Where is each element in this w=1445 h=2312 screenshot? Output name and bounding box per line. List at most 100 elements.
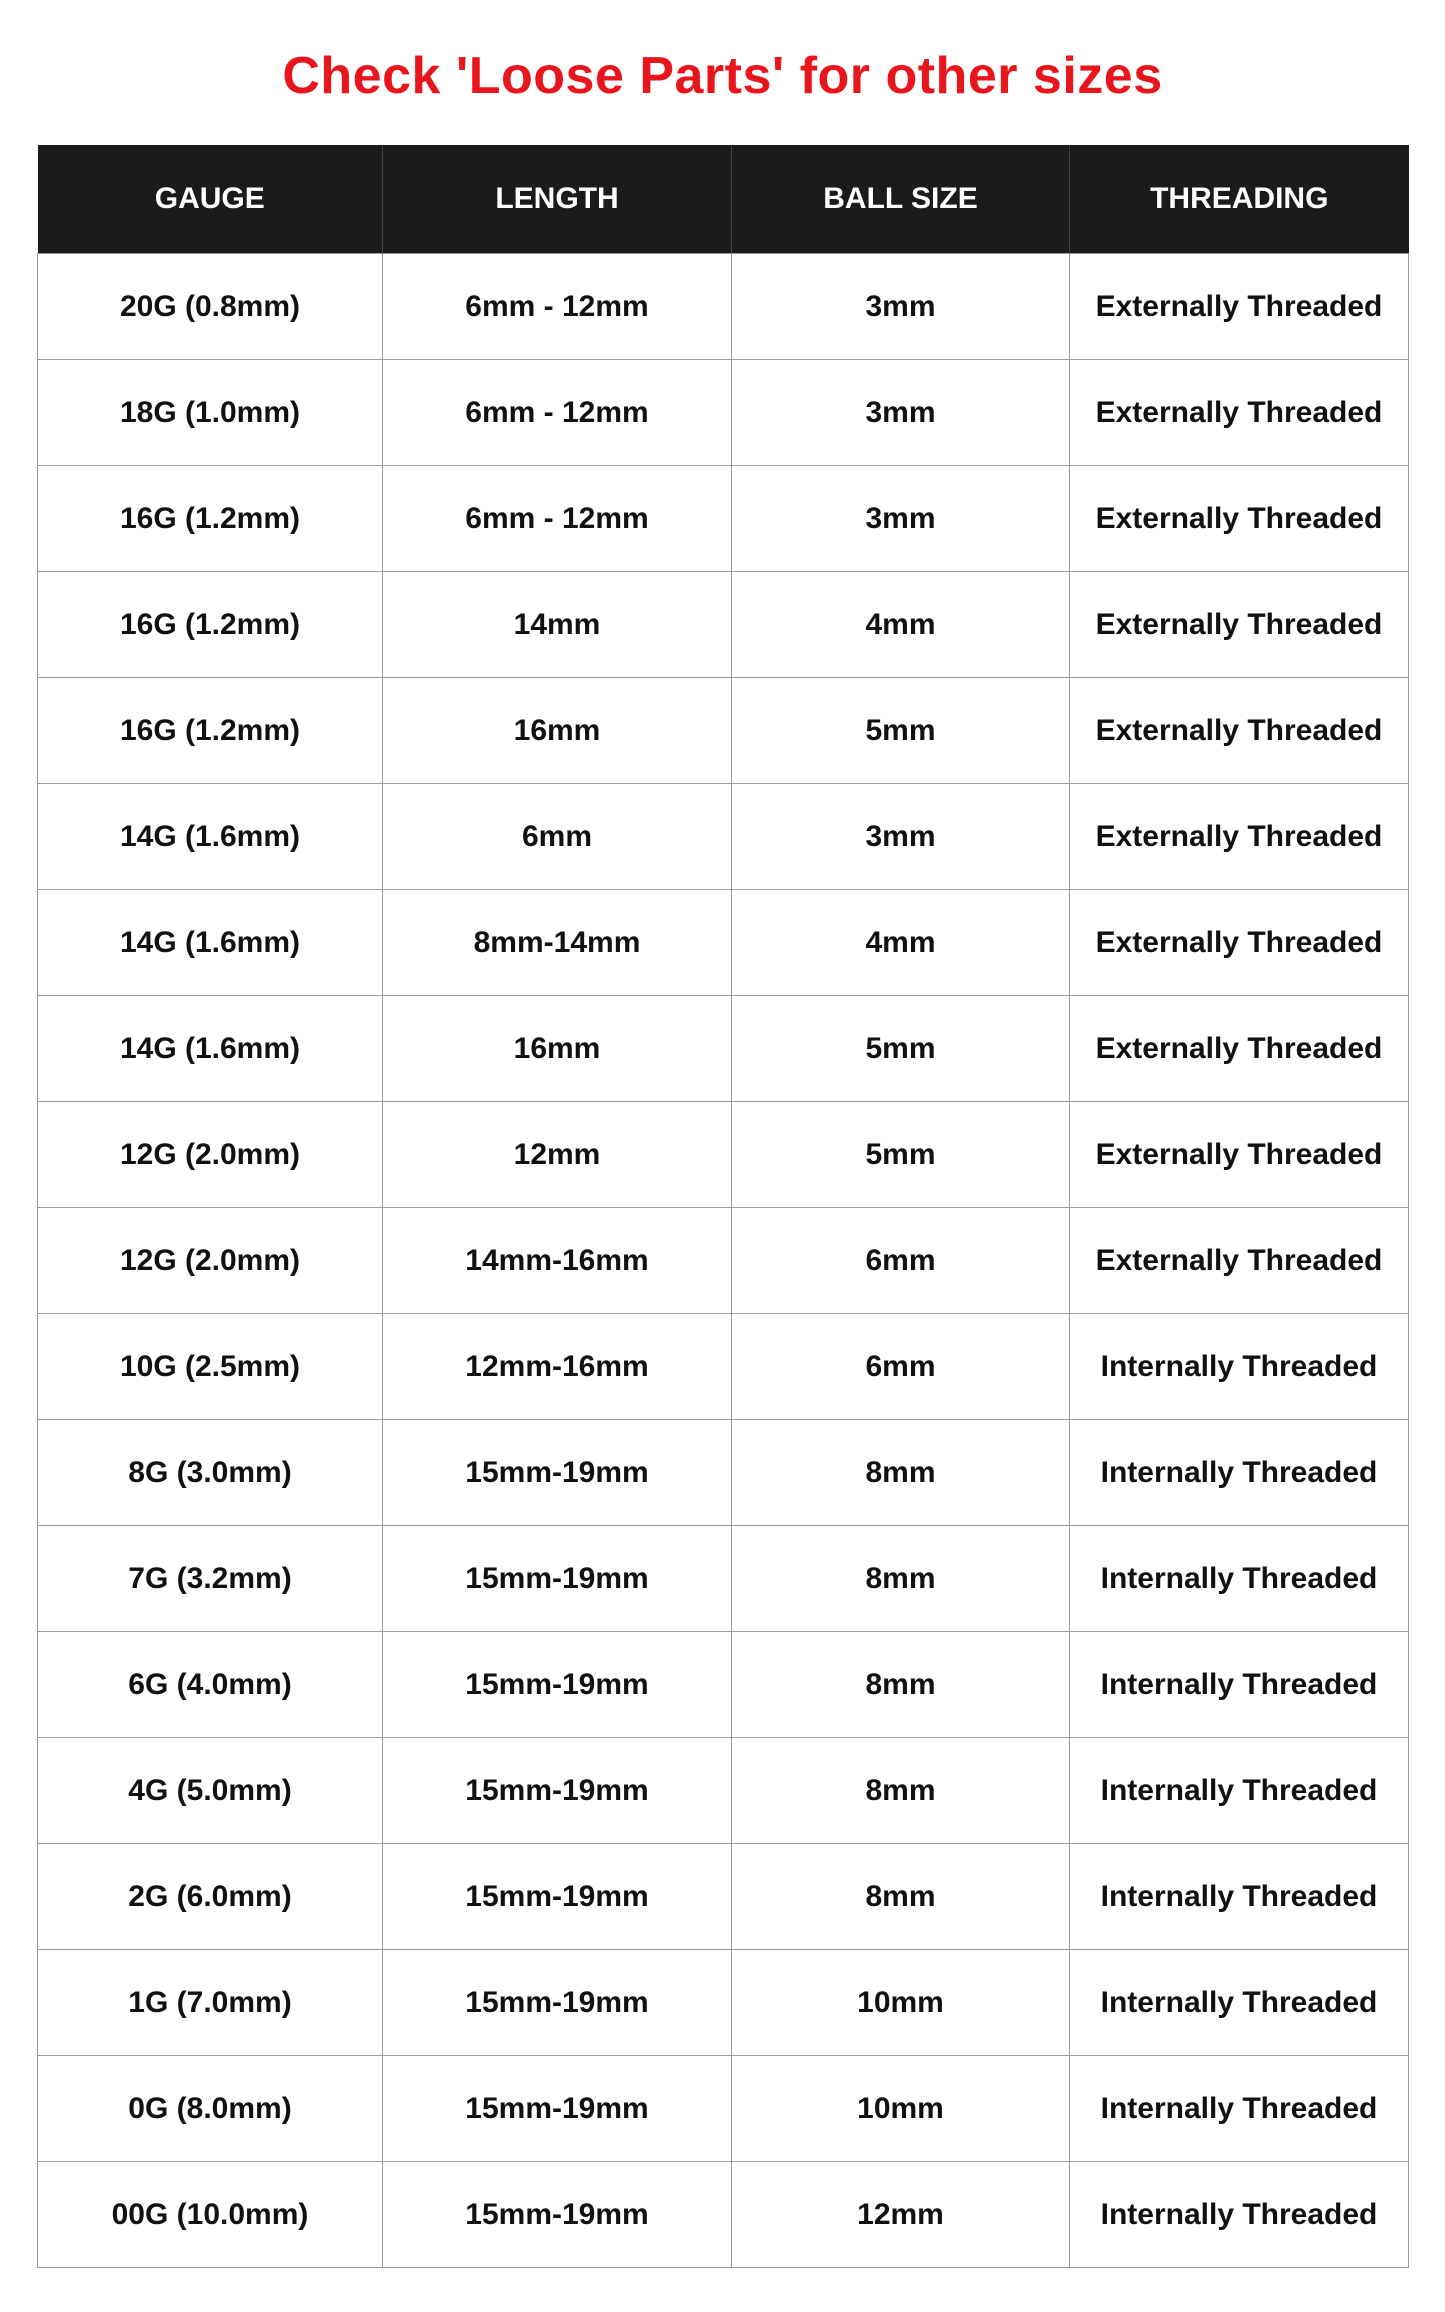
cell-gauge: 0G (8.0mm): [37, 2055, 383, 2162]
cell-length: 15mm-19mm: [382, 2161, 732, 2268]
header-length: LENGTH: [382, 145, 732, 254]
cell-threading: Internally Threaded: [1069, 1949, 1409, 2056]
cell-length: 12mm: [382, 1101, 732, 1208]
table-row: 16G (1.2mm) 6mm - 12mm 3mm Externally Threa…: [37, 465, 1409, 572]
cell-threading: Internally Threaded: [1069, 1313, 1409, 1420]
cell-length: 15mm-19mm: [382, 1843, 732, 1950]
cell-length: 16mm: [382, 995, 732, 1102]
cell-gauge: 4G (5.0mm): [37, 1737, 383, 1844]
table-row: 2G (6.0mm) 15mm-19mm 8mm Internally Threade…: [37, 1843, 1409, 1950]
table-row: 1G (7.0mm) 15mm-19mm 10mm Internally Thread…: [37, 1949, 1409, 2056]
header-ball-size: BALL SIZE: [731, 145, 1070, 254]
cell-length: 16mm: [382, 677, 732, 784]
cell-gauge: 10G (2.5mm): [37, 1313, 383, 1420]
table-row: 7G (3.2mm) 15mm-19mm 8mm Internally Threade…: [37, 1525, 1409, 1632]
cell-ball-size: 8mm: [731, 1737, 1070, 1844]
cell-threading: Internally Threaded: [1069, 1525, 1409, 1632]
table-row: 10G (2.5mm) 12mm-16mm 6mm Internally Thread…: [37, 1313, 1409, 1420]
cell-gauge: 16G (1.2mm): [37, 465, 383, 572]
header-gauge: GAUGE: [37, 145, 383, 254]
cell-length: 14mm: [382, 571, 732, 678]
cell-threading: Internally Threaded: [1069, 2055, 1409, 2162]
cell-length: 15mm-19mm: [382, 1631, 732, 1738]
cell-gauge: 16G (1.2mm): [37, 571, 383, 678]
cell-length: 8mm-14mm: [382, 889, 732, 996]
cell-ball-size: 4mm: [731, 889, 1070, 996]
cell-ball-size: 8mm: [731, 1843, 1070, 1950]
cell-ball-size: 8mm: [731, 1631, 1070, 1738]
size-table: GAUGE LENGTH BALL SIZE THREADING 20G (0.…: [37, 145, 1409, 2268]
cell-gauge: 18G (1.0mm): [37, 359, 383, 466]
cell-gauge: 14G (1.6mm): [37, 783, 383, 890]
cell-ball-size: 6mm: [731, 1207, 1070, 1314]
cell-length: 6mm - 12mm: [382, 253, 732, 360]
table-row: 12G (2.0mm) 14mm-16mm 6mm Externally Thread…: [37, 1207, 1409, 1314]
cell-threading: Internally Threaded: [1069, 1843, 1409, 1950]
table-row: 14G (1.6mm) 6mm 3mm Externally Threaded: [37, 783, 1409, 890]
header-threading: THREADING: [1069, 145, 1409, 254]
table-row: 14G (1.6mm) 16mm 5mm Externally Threaded: [37, 995, 1409, 1102]
cell-gauge: 00G (10.0mm): [37, 2161, 383, 2268]
cell-threading: Internally Threaded: [1069, 1419, 1409, 1526]
cell-ball-size: 3mm: [731, 359, 1070, 466]
cell-length: 12mm-16mm: [382, 1313, 732, 1420]
cell-gauge: 20G (0.8mm): [37, 253, 383, 360]
cell-gauge: 14G (1.6mm): [37, 889, 383, 996]
cell-gauge: 12G (2.0mm): [37, 1101, 383, 1208]
cell-ball-size: 3mm: [731, 253, 1070, 360]
cell-threading: Externally Threaded: [1069, 465, 1409, 572]
table-row: 4G (5.0mm) 15mm-19mm 8mm Internally Threade…: [37, 1737, 1409, 1844]
cell-length: 15mm-19mm: [382, 2055, 732, 2162]
cell-ball-size: 12mm: [731, 2161, 1070, 2268]
cell-threading: Externally Threaded: [1069, 995, 1409, 1102]
cell-length: 14mm-16mm: [382, 1207, 732, 1314]
cell-ball-size: 3mm: [731, 783, 1070, 890]
cell-length: 15mm-19mm: [382, 1525, 732, 1632]
cell-gauge: 1G (7.0mm): [37, 1949, 383, 2056]
table-row: 14G (1.6mm) 8mm-14mm 4mm Externally Threade…: [37, 889, 1409, 996]
cell-gauge: 7G (3.2mm): [37, 1525, 383, 1632]
cell-gauge: 8G (3.0mm): [37, 1419, 383, 1526]
cell-gauge: 2G (6.0mm): [37, 1843, 383, 1950]
table-row: 16G (1.2mm) 14mm 4mm Externally Threaded: [37, 571, 1409, 678]
cell-gauge: 14G (1.6mm): [37, 995, 383, 1102]
cell-length: 6mm - 12mm: [382, 359, 732, 466]
cell-threading: Externally Threaded: [1069, 783, 1409, 890]
cell-ball-size: 5mm: [731, 995, 1070, 1102]
table-row: 16G (1.2mm) 16mm 5mm Externally Threaded: [37, 677, 1409, 784]
cell-length: 6mm: [382, 783, 732, 890]
cell-ball-size: 3mm: [731, 465, 1070, 572]
cell-threading: Externally Threaded: [1069, 889, 1409, 996]
cell-ball-size: 8mm: [731, 1419, 1070, 1526]
table-row: 6G (4.0mm) 15mm-19mm 8mm Internally Threade…: [37, 1631, 1409, 1738]
table-row: 18G (1.0mm) 6mm - 12mm 3mm Externally Threa…: [37, 359, 1409, 466]
page-title: Check 'Loose Parts' for other sizes: [282, 47, 1163, 105]
table-row: 12G (2.0mm) 12mm 5mm Externally Threaded: [37, 1101, 1409, 1208]
table-row: 0G (8.0mm) 15mm-19mm 10mm Internally Thread…: [37, 2055, 1409, 2162]
cell-length: 6mm - 12mm: [382, 465, 732, 572]
cell-gauge: 12G (2.0mm): [37, 1207, 383, 1314]
cell-threading: Externally Threaded: [1069, 677, 1409, 784]
cell-ball-size: 4mm: [731, 571, 1070, 678]
cell-threading: Externally Threaded: [1069, 359, 1409, 466]
cell-length: 15mm-19mm: [382, 1737, 732, 1844]
cell-gauge: 16G (1.2mm): [37, 677, 383, 784]
cell-ball-size: 5mm: [731, 677, 1070, 784]
table-row: 8G (3.0mm) 15mm-19mm 8mm Internally Threade…: [37, 1419, 1409, 1526]
cell-length: 15mm-19mm: [382, 1949, 732, 2056]
cell-threading: Internally Threaded: [1069, 1737, 1409, 1844]
table-row: 00G (10.0mm) 15mm-19mm 12mm Internally Thre…: [37, 2161, 1409, 2268]
cell-threading: Externally Threaded: [1069, 1207, 1409, 1314]
cell-ball-size: 6mm: [731, 1313, 1070, 1420]
table-row: 20G (0.8mm) 6mm - 12mm 3mm Externally Threa…: [37, 253, 1409, 360]
cell-threading: Internally Threaded: [1069, 2161, 1409, 2268]
cell-ball-size: 10mm: [731, 1949, 1070, 2056]
cell-threading: Externally Threaded: [1069, 253, 1409, 360]
table-header-row: GAUGE LENGTH BALL SIZE THREADING: [37, 145, 1409, 254]
cell-ball-size: 8mm: [731, 1525, 1070, 1632]
cell-length: 15mm-19mm: [382, 1419, 732, 1526]
cell-threading: Externally Threaded: [1069, 571, 1409, 678]
cell-threading: Internally Threaded: [1069, 1631, 1409, 1738]
cell-threading: Externally Threaded: [1069, 1101, 1409, 1208]
cell-ball-size: 10mm: [731, 2055, 1070, 2162]
